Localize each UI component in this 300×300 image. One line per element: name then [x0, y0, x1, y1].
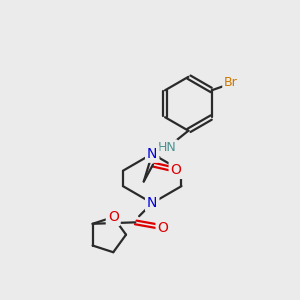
Text: O: O — [171, 163, 182, 177]
Text: N: N — [147, 147, 158, 161]
Text: O: O — [108, 210, 119, 224]
Text: Br: Br — [224, 76, 238, 89]
Text: O: O — [158, 221, 168, 235]
Text: HN: HN — [158, 141, 176, 154]
Text: N: N — [147, 196, 158, 210]
